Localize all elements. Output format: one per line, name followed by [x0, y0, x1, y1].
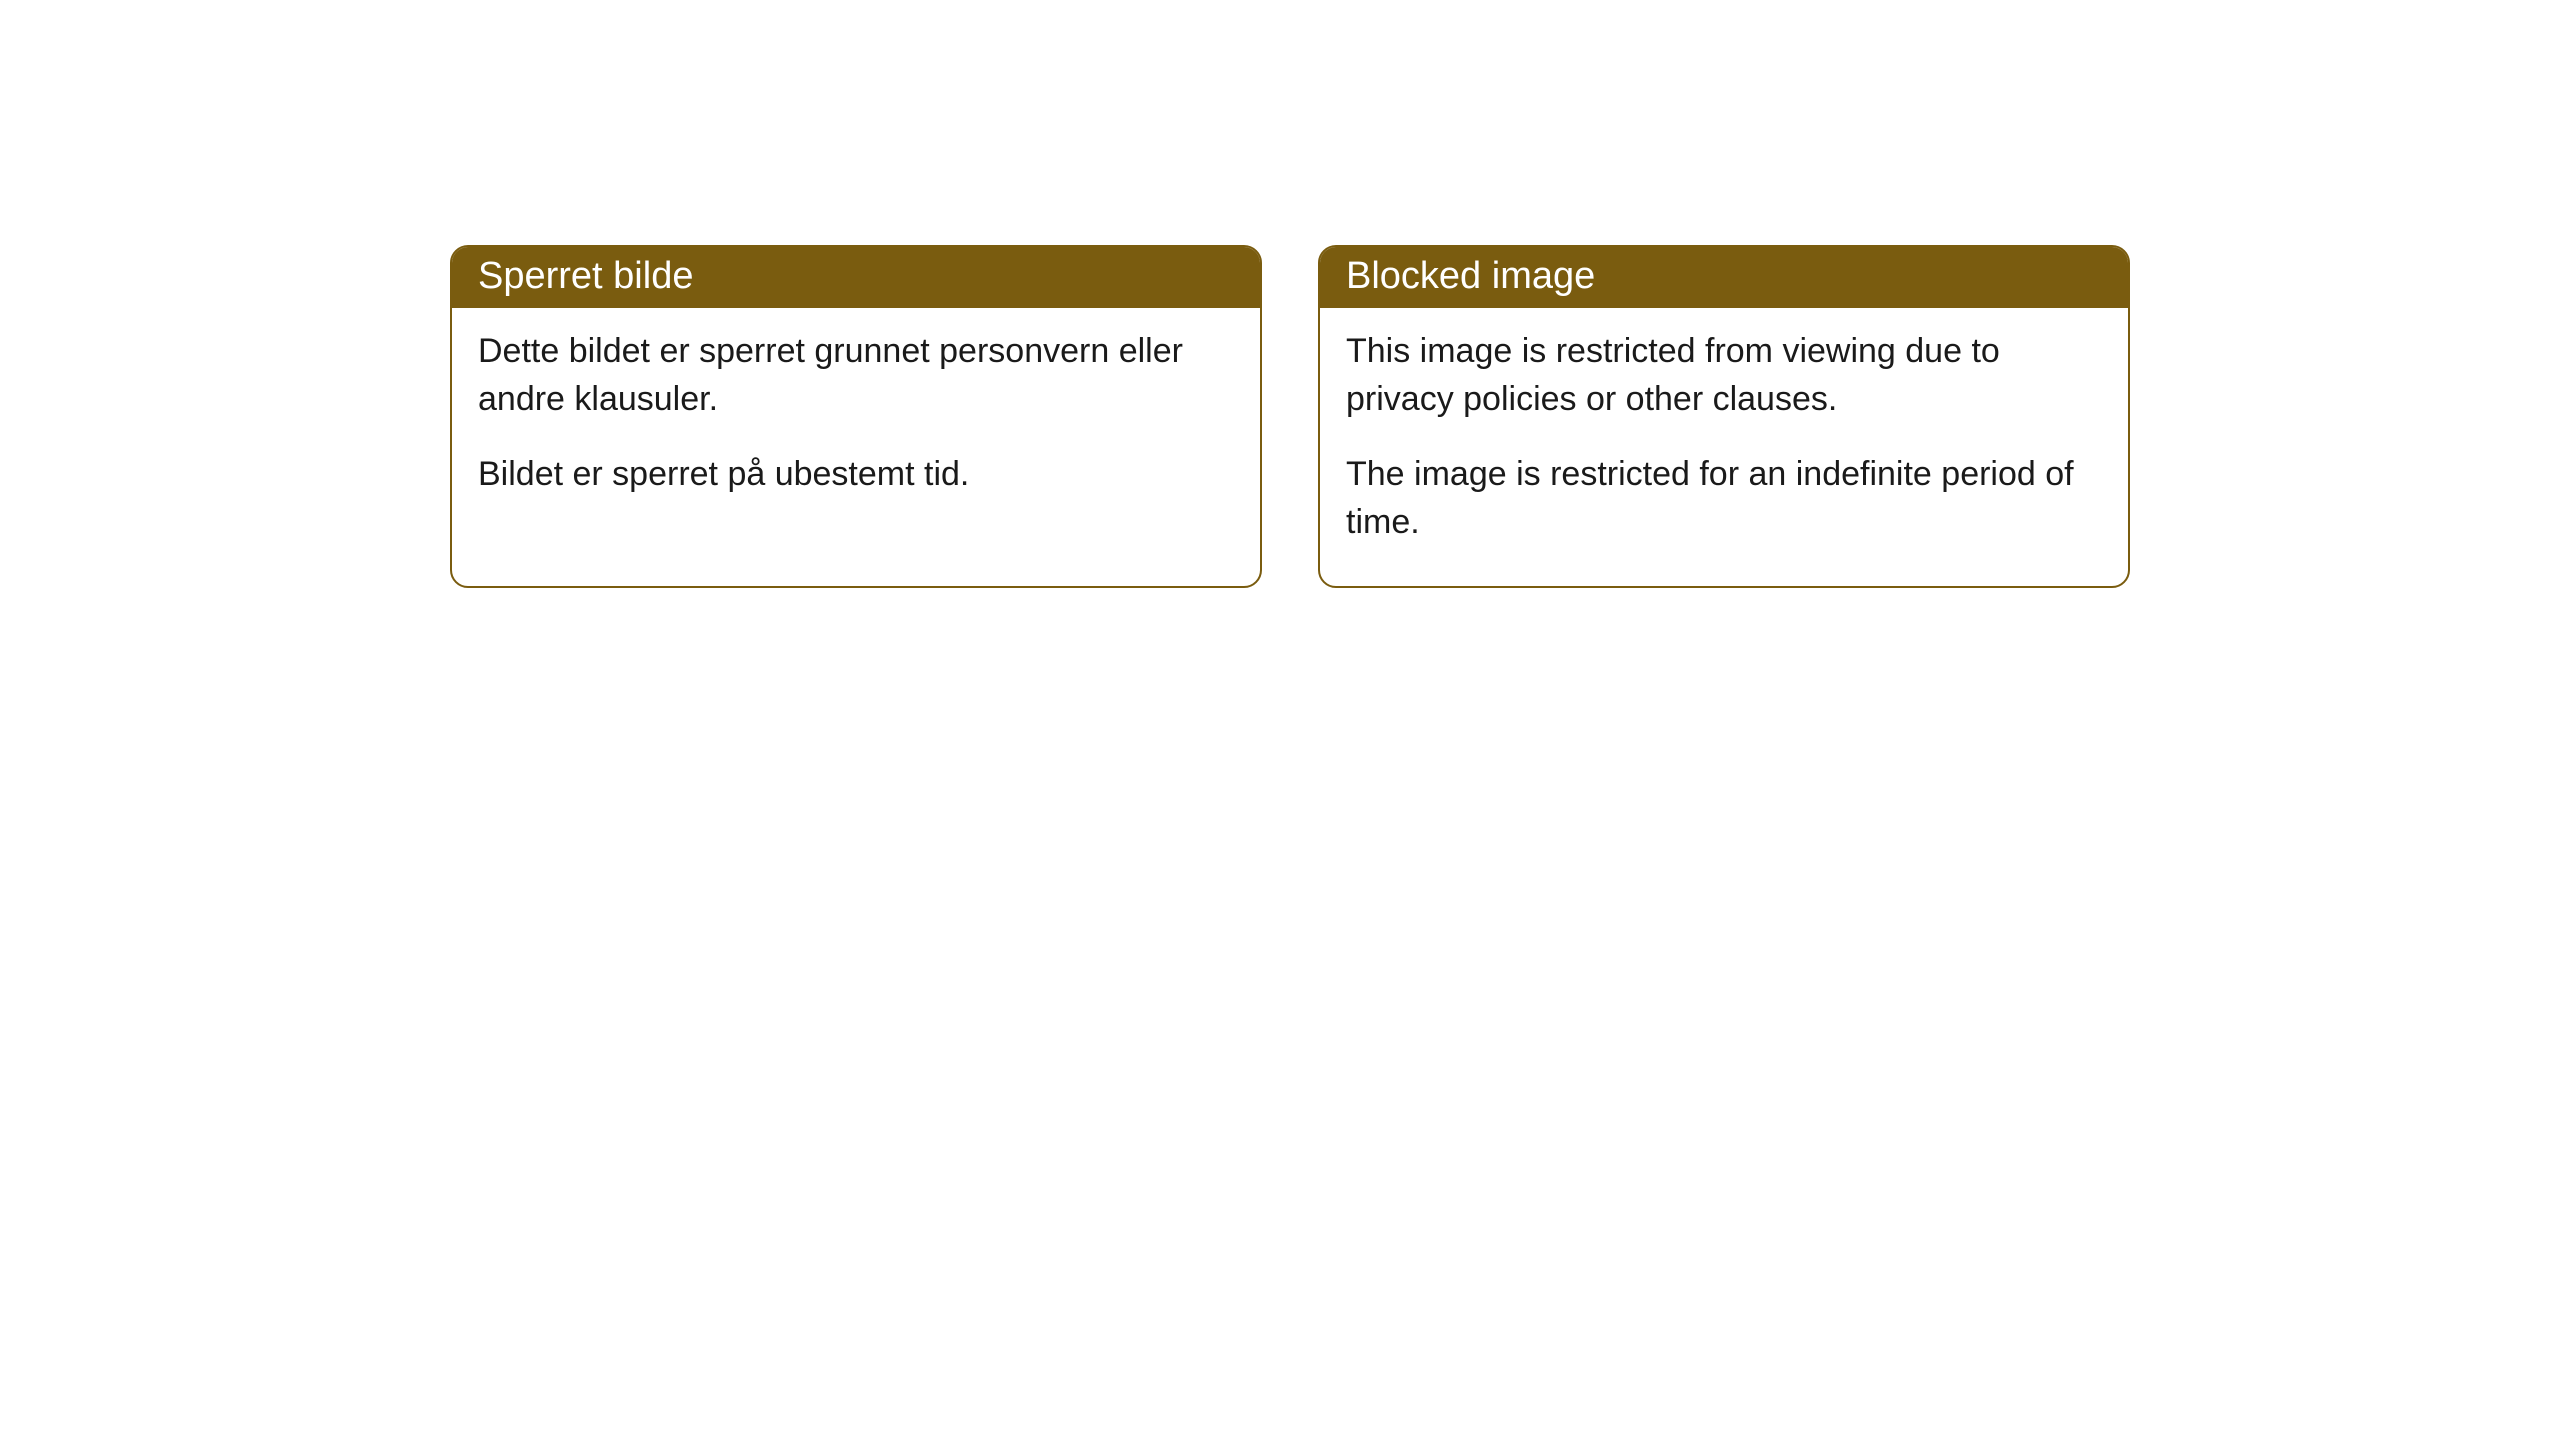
blocked-image-card-no: Sperret bilde Dette bildet er sperret gr… [450, 245, 1262, 588]
card-body: Dette bildet er sperret grunnet personve… [452, 308, 1260, 539]
card-body: This image is restricted from viewing du… [1320, 308, 2128, 586]
card-paragraph: Dette bildet er sperret grunnet personve… [478, 328, 1234, 423]
card-title: Blocked image [1346, 255, 1595, 297]
card-paragraph: The image is restricted for an indefinit… [1346, 451, 2102, 546]
card-paragraph: This image is restricted from viewing du… [1346, 328, 2102, 423]
card-title: Sperret bilde [478, 255, 693, 297]
card-header: Blocked image [1320, 247, 2128, 308]
notice-cards-container: Sperret bilde Dette bildet er sperret gr… [450, 245, 2130, 588]
card-paragraph: Bildet er sperret på ubestemt tid. [478, 451, 1234, 499]
card-header: Sperret bilde [452, 247, 1260, 308]
blocked-image-card-en: Blocked image This image is restricted f… [1318, 245, 2130, 588]
